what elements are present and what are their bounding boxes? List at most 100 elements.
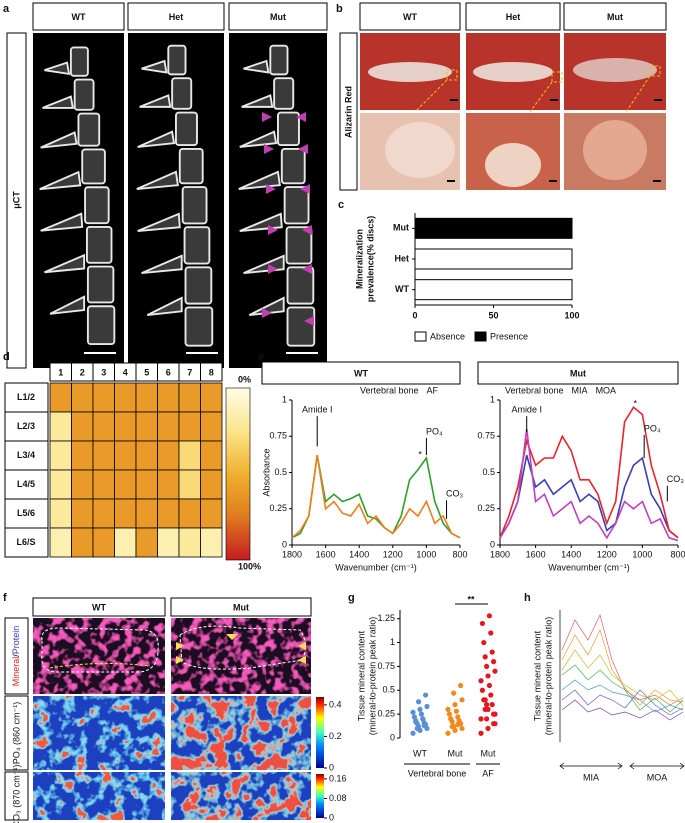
heat-cell bbox=[49, 382, 72, 413]
legend-label: MOA bbox=[596, 385, 617, 395]
x-tick-label: 1400 bbox=[349, 549, 369, 559]
x-tick-label: WT bbox=[413, 748, 427, 758]
column-label: 5 bbox=[144, 367, 149, 377]
row-label: μCT bbox=[11, 191, 21, 209]
data-point bbox=[481, 639, 487, 646]
data-point bbox=[424, 703, 430, 710]
data-point bbox=[485, 673, 491, 679]
annotation: PO₄ bbox=[426, 426, 443, 436]
data-point bbox=[448, 716, 454, 722]
data-point bbox=[486, 682, 492, 689]
data-point bbox=[485, 706, 491, 712]
row-label-box bbox=[4, 411, 49, 442]
x-tick-label: 1600 bbox=[316, 549, 336, 559]
column-label: 6 bbox=[166, 367, 171, 377]
heat-cell bbox=[157, 382, 180, 413]
heat-cell bbox=[114, 411, 137, 442]
heat-cell bbox=[200, 527, 223, 558]
data-point bbox=[445, 706, 451, 712]
data-point bbox=[491, 721, 497, 727]
data-point bbox=[484, 716, 490, 722]
panel-label: b bbox=[336, 3, 343, 15]
heat-cell bbox=[71, 382, 94, 413]
data-point bbox=[455, 722, 461, 728]
annotation: * bbox=[634, 399, 638, 409]
heat-cell bbox=[49, 498, 72, 529]
legend-label: Vertebral bone bbox=[360, 385, 419, 395]
legend-label: MIA bbox=[572, 385, 588, 395]
heat-cell bbox=[135, 440, 158, 471]
spectrum-line bbox=[499, 428, 679, 542]
label-part: / bbox=[11, 654, 21, 657]
y-label: (mineral-to-protein peak ratio) bbox=[367, 617, 377, 736]
row-label: L5/6 bbox=[17, 508, 35, 518]
heat-cell bbox=[157, 498, 180, 529]
row-label: L6/S bbox=[16, 537, 35, 547]
column-header: WT bbox=[72, 12, 86, 22]
column-header: Mut bbox=[570, 368, 586, 378]
heat-cell bbox=[178, 527, 201, 558]
heat-cell bbox=[135, 382, 158, 413]
column-header: Het bbox=[169, 12, 184, 22]
data-point bbox=[486, 613, 492, 619]
heat-cell bbox=[200, 382, 223, 413]
data-point bbox=[445, 730, 451, 736]
legend-label: AF bbox=[427, 385, 439, 395]
group-label: MOA bbox=[647, 772, 668, 782]
row-label: L4/5 bbox=[17, 479, 35, 489]
heat-cell bbox=[114, 469, 137, 500]
heat-cell bbox=[92, 498, 115, 529]
row-label-box bbox=[4, 498, 49, 529]
x-label: Wavenumber (cm⁻¹) bbox=[548, 562, 629, 572]
row-label: L2/3 bbox=[17, 421, 35, 431]
row-label-box bbox=[4, 527, 49, 558]
annotation: Amide I bbox=[302, 405, 333, 415]
heat-cell bbox=[114, 498, 137, 529]
group-label: MIA bbox=[583, 772, 599, 782]
x-tick-label: 800 bbox=[452, 549, 467, 559]
heat-cell bbox=[71, 440, 94, 471]
heat-cell bbox=[49, 527, 72, 558]
x-tick-label: 1000 bbox=[416, 549, 436, 559]
data-point bbox=[451, 690, 457, 696]
x-tick-label: 1400 bbox=[561, 549, 581, 559]
data-point bbox=[488, 630, 494, 636]
legend-label: Absence bbox=[430, 331, 465, 341]
heat-cell bbox=[200, 498, 223, 529]
heat-cell bbox=[92, 382, 115, 413]
data-point bbox=[411, 714, 417, 720]
annotation: * bbox=[418, 449, 422, 459]
heat-cell bbox=[178, 469, 201, 500]
heat-cell bbox=[114, 440, 137, 471]
data-point bbox=[479, 687, 485, 693]
y-tick-label: 1 bbox=[282, 394, 287, 404]
x-tick-label: 0 bbox=[412, 310, 417, 320]
x-tick-label: 50 bbox=[488, 310, 498, 320]
heat-cell bbox=[178, 498, 201, 529]
panel-label: h bbox=[524, 592, 531, 604]
column-header: WT bbox=[92, 602, 106, 612]
annotation: Amide I bbox=[511, 405, 542, 415]
data-point bbox=[455, 714, 461, 720]
colorbar-tick-label: 0 bbox=[329, 762, 334, 772]
panel-label: d bbox=[3, 351, 10, 363]
panel-label: f bbox=[3, 592, 7, 604]
heat-cell bbox=[71, 498, 94, 529]
data-point bbox=[489, 701, 495, 708]
heat-cell bbox=[157, 469, 180, 500]
data-point bbox=[416, 699, 422, 705]
colorbar-tick-label: 0.4 bbox=[329, 699, 342, 709]
data-point bbox=[478, 678, 484, 684]
x-tick-label: 1600 bbox=[526, 549, 546, 559]
row-label: L3/4 bbox=[17, 450, 35, 460]
spectrum-line bbox=[291, 454, 461, 539]
heat-cell bbox=[92, 469, 115, 500]
colorbar-tick-label: 0.08 bbox=[329, 793, 347, 803]
column-label: 7 bbox=[187, 367, 192, 377]
heat-cell bbox=[135, 527, 158, 558]
legend-swatch bbox=[414, 331, 427, 342]
y-tick-label: 0.5 bbox=[274, 467, 287, 477]
data-point bbox=[410, 709, 416, 715]
data-point bbox=[413, 719, 419, 725]
y-tick-label: 0.5 bbox=[482, 467, 495, 477]
